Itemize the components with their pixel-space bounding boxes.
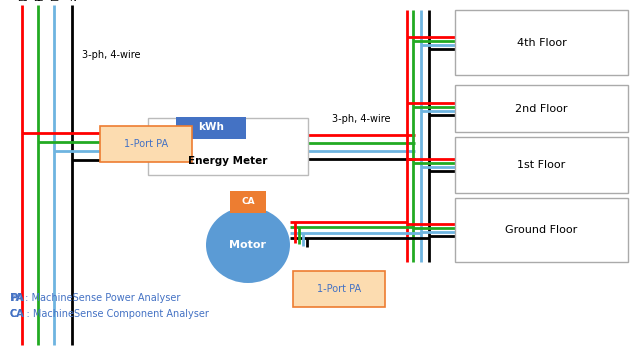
Text: N: N: [68, 0, 76, 3]
Text: L3: L3: [49, 0, 60, 3]
Text: Energy Meter: Energy Meter: [188, 156, 268, 166]
Text: 1st Floor: 1st Floor: [517, 160, 566, 170]
Text: 2nd Floor: 2nd Floor: [515, 104, 568, 113]
Text: CA: CA: [241, 198, 255, 207]
Text: PA: PA: [10, 293, 24, 303]
Text: PA : MachineSense Power Analyser: PA : MachineSense Power Analyser: [10, 293, 180, 303]
FancyBboxPatch shape: [455, 137, 628, 193]
Text: L2: L2: [33, 0, 44, 3]
FancyBboxPatch shape: [230, 191, 266, 213]
Text: Ground Floor: Ground Floor: [506, 225, 578, 235]
Text: CA: CA: [10, 309, 25, 319]
FancyBboxPatch shape: [176, 117, 246, 139]
FancyBboxPatch shape: [455, 85, 628, 132]
Text: L1: L1: [17, 0, 28, 3]
Text: 3-ph, 4-wire: 3-ph, 4-wire: [82, 50, 141, 60]
FancyBboxPatch shape: [148, 118, 308, 175]
Ellipse shape: [206, 207, 290, 283]
FancyBboxPatch shape: [293, 271, 385, 307]
FancyBboxPatch shape: [100, 126, 192, 162]
Text: CA : MachineSense Component Analyser: CA : MachineSense Component Analyser: [10, 309, 209, 319]
Text: 1-Port PA: 1-Port PA: [124, 139, 168, 149]
Text: kWh: kWh: [198, 122, 224, 132]
FancyBboxPatch shape: [455, 198, 628, 262]
Text: 1-Port PA: 1-Port PA: [317, 284, 361, 294]
FancyBboxPatch shape: [455, 10, 628, 75]
Text: Motor: Motor: [230, 240, 266, 250]
Text: 3-ph, 4-wire: 3-ph, 4-wire: [332, 113, 391, 123]
Text: 4th Floor: 4th Floor: [516, 37, 566, 48]
